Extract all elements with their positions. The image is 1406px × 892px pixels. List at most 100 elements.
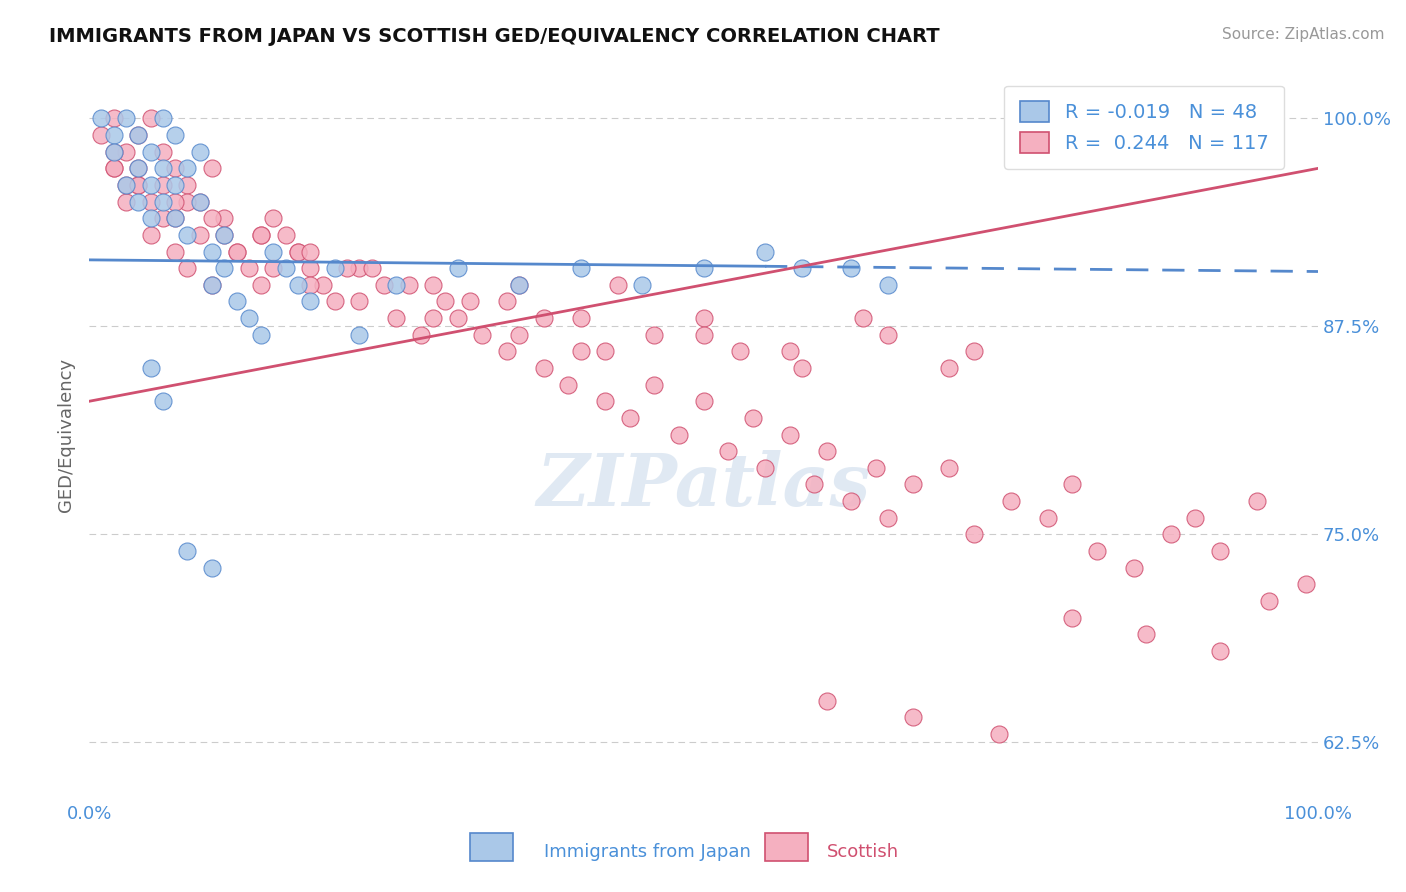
Point — [741, 411, 763, 425]
Point — [569, 311, 592, 326]
Point — [938, 460, 960, 475]
Text: Source: ZipAtlas.com: Source: ZipAtlas.com — [1222, 27, 1385, 42]
Point — [115, 145, 138, 159]
Point — [225, 244, 247, 259]
Point — [692, 394, 714, 409]
Point — [323, 294, 346, 309]
Point — [176, 161, 198, 176]
Point — [1209, 544, 1232, 558]
Point — [139, 178, 162, 192]
Point — [188, 194, 211, 209]
Point — [373, 277, 395, 292]
Point — [508, 277, 530, 292]
Point — [1209, 644, 1232, 658]
Point — [963, 527, 986, 541]
Point — [631, 277, 654, 292]
Point — [225, 294, 247, 309]
Point — [839, 494, 862, 508]
Point — [422, 311, 444, 326]
Point — [139, 211, 162, 226]
Point — [815, 444, 838, 458]
Point — [1135, 627, 1157, 641]
Point — [250, 277, 273, 292]
Y-axis label: GED/Equivalency: GED/Equivalency — [58, 358, 75, 512]
Point — [262, 211, 284, 226]
Point — [152, 178, 174, 192]
Point — [188, 145, 211, 159]
Point — [139, 227, 162, 242]
Point — [692, 261, 714, 276]
Point — [754, 460, 776, 475]
Point — [508, 277, 530, 292]
Point — [139, 145, 162, 159]
FancyBboxPatch shape — [470, 833, 513, 861]
Point — [152, 194, 174, 209]
Text: Scottish: Scottish — [827, 843, 898, 861]
Point — [1062, 477, 1084, 491]
Point — [877, 277, 900, 292]
Point — [152, 211, 174, 226]
Point — [409, 327, 432, 342]
Point — [349, 294, 371, 309]
Point — [299, 277, 322, 292]
Point — [176, 178, 198, 192]
Point — [1184, 510, 1206, 524]
Point — [1258, 594, 1281, 608]
Point — [214, 211, 236, 226]
Point — [165, 128, 187, 142]
Point — [152, 394, 174, 409]
Point — [152, 161, 174, 176]
Point — [201, 244, 224, 259]
Point — [692, 327, 714, 342]
Point — [336, 261, 359, 276]
Point — [643, 327, 665, 342]
Point — [1122, 560, 1144, 574]
Point — [238, 261, 260, 276]
Point — [606, 277, 628, 292]
Point — [127, 178, 149, 192]
Point — [1062, 610, 1084, 624]
Point — [139, 194, 162, 209]
Point — [103, 145, 125, 159]
FancyBboxPatch shape — [765, 833, 808, 861]
Point — [360, 261, 382, 276]
Point — [90, 112, 112, 126]
Point — [385, 311, 408, 326]
Point — [176, 227, 198, 242]
Point — [1295, 577, 1317, 591]
Point — [593, 344, 616, 359]
Point — [877, 510, 900, 524]
Point — [103, 161, 125, 176]
Point — [115, 178, 138, 192]
Text: Immigrants from Japan: Immigrants from Japan — [544, 843, 751, 861]
Point — [1246, 494, 1268, 508]
Point — [385, 277, 408, 292]
Point — [447, 311, 470, 326]
Point — [262, 244, 284, 259]
Point — [839, 261, 862, 276]
Point — [201, 277, 224, 292]
Point — [176, 544, 198, 558]
Text: IMMIGRANTS FROM JAPAN VS SCOTTISH GED/EQUIVALENCY CORRELATION CHART: IMMIGRANTS FROM JAPAN VS SCOTTISH GED/EQ… — [49, 27, 939, 45]
Point — [692, 311, 714, 326]
Point — [803, 477, 825, 491]
Text: ZIPatlas: ZIPatlas — [537, 450, 870, 521]
Point — [730, 344, 752, 359]
Point — [201, 161, 224, 176]
Point — [262, 261, 284, 276]
Point — [214, 227, 236, 242]
Point — [1000, 494, 1022, 508]
Point — [103, 128, 125, 142]
Point — [152, 112, 174, 126]
Point — [877, 327, 900, 342]
Point — [165, 211, 187, 226]
Point — [754, 244, 776, 259]
Point — [214, 227, 236, 242]
Point — [103, 161, 125, 176]
Point — [619, 411, 641, 425]
Point — [790, 361, 813, 376]
Point — [127, 178, 149, 192]
Point — [398, 277, 420, 292]
Point — [557, 377, 579, 392]
Point — [938, 361, 960, 376]
